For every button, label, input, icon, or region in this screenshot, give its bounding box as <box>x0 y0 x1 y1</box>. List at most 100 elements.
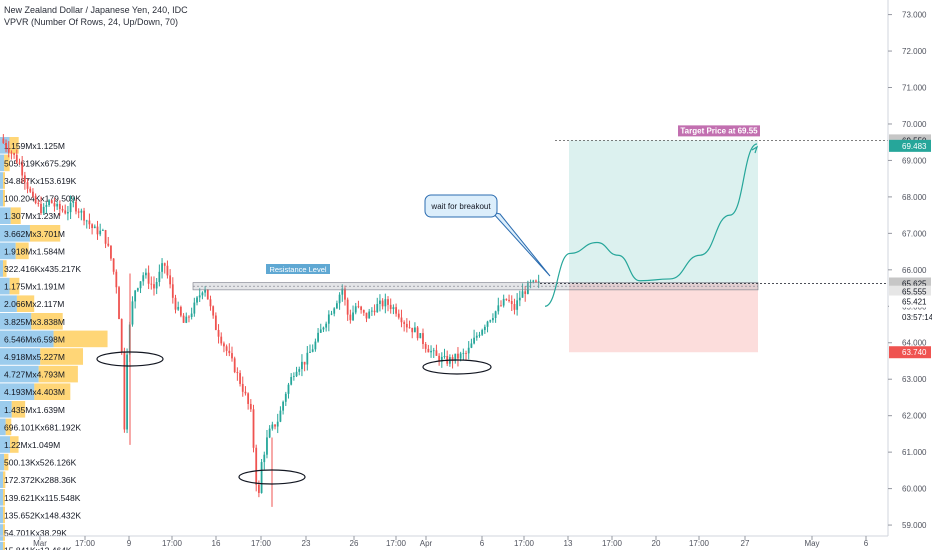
candle-body <box>462 353 465 354</box>
candle-body <box>317 332 319 342</box>
candle-body <box>301 361 303 370</box>
vp-row-label: 34.887Kx153.619K <box>4 176 77 186</box>
vp-up-bar <box>0 242 16 260</box>
vp-row-label: 135.652Kx148.432K <box>4 510 81 520</box>
time-tick-label: 17:00 <box>162 539 183 548</box>
candle-body <box>96 226 99 235</box>
candle-body <box>435 350 438 356</box>
vp-down-bar <box>3 260 7 277</box>
vp-down-bar <box>15 242 29 260</box>
vp-down-bar <box>40 348 84 365</box>
candle-body <box>346 299 349 315</box>
projection-arrowhead <box>751 145 759 154</box>
vp-row-label: 4.727Mx4.793M <box>4 370 65 380</box>
candle-body <box>405 323 408 328</box>
candle-body <box>260 462 263 493</box>
candle-body <box>368 311 371 319</box>
symbol-title[interactable]: New Zealand Dollar / Japanese Yen, 240, … <box>4 5 188 15</box>
candle-body <box>171 284 174 298</box>
vp-row-label: 3.825Mx3.838M <box>4 317 65 327</box>
candle-body <box>21 163 24 176</box>
candle-body <box>376 303 379 313</box>
vp-down-bar <box>3 172 5 189</box>
vp-up-bar <box>0 506 3 524</box>
candle-body <box>537 281 540 283</box>
candle-body <box>126 354 128 430</box>
candle-body <box>247 393 250 404</box>
time-axis[interactable]: Mar 17:00 9 17:00 16 17:00 23 26 17:00 Apr 6 17:00 1… <box>0 535 888 548</box>
price-axis-label-bg <box>889 346 931 359</box>
vp-down-bar <box>9 277 20 295</box>
vp-up-bar <box>0 524 3 541</box>
indicator-title[interactable]: VPVR (Number Of Rows, 24, Up/Down, 70) <box>4 17 179 27</box>
candle-body <box>311 349 314 352</box>
candle-body <box>77 211 80 213</box>
candle-body <box>233 358 236 373</box>
price-axis-label: 65.421 <box>902 298 927 307</box>
vp-up-bar <box>0 277 10 295</box>
candle-body <box>136 288 139 291</box>
vp-up-bar <box>0 401 12 418</box>
price-axis[interactable]: 73.000 72.000 71.000 70.000 69.000 68.000 67.0… <box>887 0 932 550</box>
candle-body <box>287 384 290 394</box>
time-tick-label: 13 <box>564 539 573 548</box>
candle-body <box>239 373 241 384</box>
candle-body <box>438 355 441 362</box>
candle-body <box>252 409 255 448</box>
candle-body <box>473 337 475 344</box>
candle-body <box>457 353 459 359</box>
vp-row-label: 139.621Kx115.548K <box>4 493 81 503</box>
price-axis-label-bg <box>889 295 931 308</box>
candle-body <box>451 357 454 362</box>
candle-body <box>134 290 137 302</box>
vp-up-bar <box>0 453 5 471</box>
vp-down-bar <box>4 154 10 172</box>
candle-body <box>236 372 239 374</box>
time-tick-label: May <box>804 539 819 548</box>
vp-row-label: 4.918Mx5.227M <box>4 352 65 362</box>
candle-body <box>153 284 155 289</box>
vp-down-bar <box>3 506 5 524</box>
vp-row-label: 1.22Mx1.049M <box>4 440 60 450</box>
time-tick-label: 20 <box>652 539 661 548</box>
candle-body <box>225 346 228 351</box>
candle-body <box>161 263 163 272</box>
candle-body <box>201 292 204 296</box>
candle-body <box>10 152 13 154</box>
callout-box <box>424 194 498 218</box>
candle-body <box>352 312 354 321</box>
candle-body <box>365 312 368 319</box>
candle-body <box>322 327 325 330</box>
candle-body <box>276 421 279 427</box>
candle-body <box>266 437 268 455</box>
annotations: Resistance Level Target Price at 69.55 wai… <box>96 125 888 485</box>
vp-row-label: 100.204Kx179.509K <box>4 194 81 204</box>
candles <box>2 134 540 507</box>
candle-body <box>228 350 231 354</box>
candle-body <box>179 306 182 316</box>
candle-body <box>212 306 215 316</box>
candle-body <box>182 315 185 323</box>
candle-body <box>282 401 285 411</box>
candle-body <box>303 361 306 365</box>
candle-body <box>48 200 50 206</box>
price-tick-label: 62.000 <box>902 412 927 421</box>
candle-body <box>427 348 430 353</box>
candle-body <box>284 393 287 402</box>
candle-body <box>29 188 32 192</box>
candle-body <box>306 352 309 365</box>
candle-body <box>147 272 150 284</box>
candle-body <box>513 304 516 310</box>
candle-body <box>15 154 18 163</box>
price-axis-label-bg <box>889 285 931 298</box>
candle-body <box>424 344 427 349</box>
vp-row-label: 1.159Mx1.125M <box>4 141 65 151</box>
candle-body <box>37 203 40 204</box>
candle-body <box>430 350 432 353</box>
candle-body <box>400 317 403 323</box>
price-tick-label: 68.000 <box>902 193 927 202</box>
candle-body <box>357 306 360 308</box>
vp-down-bar <box>3 471 6 488</box>
